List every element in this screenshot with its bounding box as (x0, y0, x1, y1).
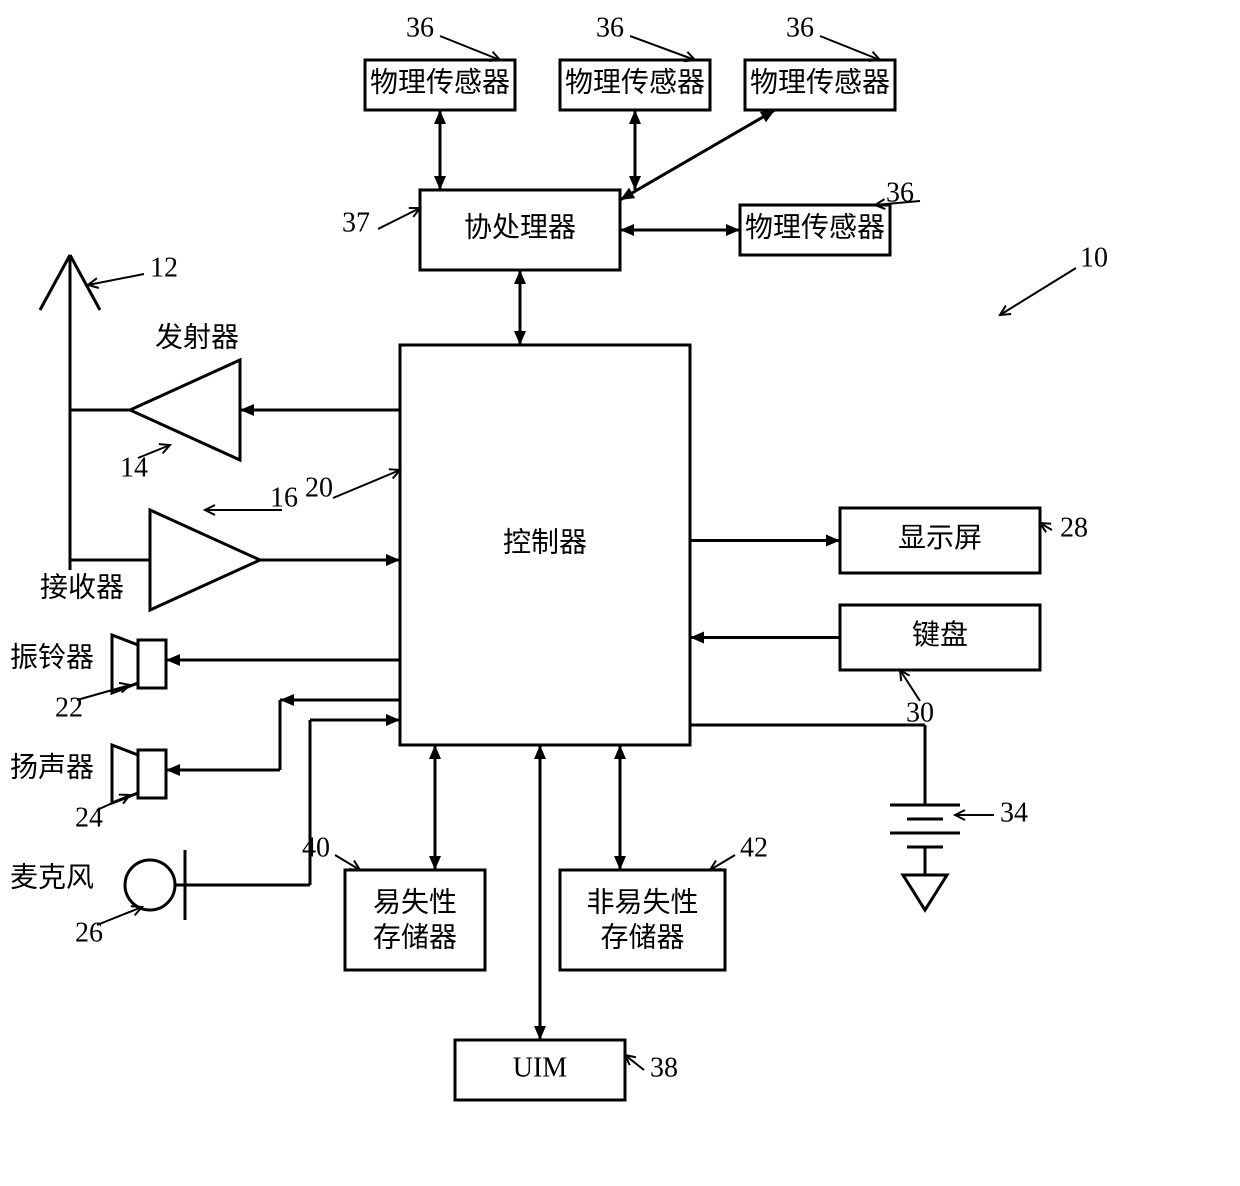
ref-12: 12 (150, 252, 178, 283)
nonvolatile-mem-l2: 存储器 (600, 921, 684, 953)
sensor-label-3: 物理传感器 (745, 211, 885, 243)
ref-28: 28 (1060, 512, 1088, 543)
speaker-label: 扬声器 (10, 751, 94, 783)
microphone-label: 麦克风 (10, 861, 94, 893)
display-label: 显示屏 (898, 523, 982, 554)
transmitter-icon (130, 360, 240, 460)
keyboard-label: 键盘 (912, 619, 968, 651)
ref-20: 20 (305, 472, 333, 503)
ground-icon (903, 875, 947, 910)
ref-42: 42 (740, 832, 768, 863)
transmitter-label: 发射器 (155, 321, 239, 353)
nonvolatile-mem-box (560, 870, 725, 970)
volatile-mem-l2: 存储器 (373, 921, 457, 953)
ref-22: 22 (55, 692, 83, 723)
ref-36-1: 36 (596, 12, 624, 43)
ref-38: 38 (650, 1052, 678, 1083)
controller-label: 控制器 (503, 526, 587, 558)
ringer-label: 振铃器 (10, 641, 94, 673)
receiver-label: 接收器 (40, 571, 124, 603)
ringer-body (138, 640, 166, 688)
volatile-mem-l1: 易失性 (373, 886, 457, 918)
volatile-mem-box (345, 870, 485, 970)
ref-36-2: 36 (786, 12, 814, 43)
nonvolatile-mem-l1: 非易失性 (586, 886, 698, 918)
microphone-icon (125, 860, 175, 910)
uim-label: UIM (513, 1052, 568, 1083)
ref-14: 14 (120, 452, 148, 483)
coprocessor-label: 协处理器 (464, 211, 576, 243)
sensor-label-0: 物理传感器 (370, 66, 510, 98)
ref-37: 37 (342, 207, 370, 238)
speaker-body (138, 750, 166, 798)
sensor-label-2: 物理传感器 (750, 66, 890, 98)
ref-40: 40 (302, 832, 330, 863)
ref-36-0: 36 (406, 12, 434, 43)
ref-10: 10 (1080, 242, 1108, 273)
ref-16: 16 (270, 482, 298, 513)
ref-34: 34 (1000, 797, 1028, 828)
sensor-label-1: 物理传感器 (565, 66, 705, 98)
receiver-icon (150, 510, 260, 610)
ref-26: 26 (75, 917, 103, 948)
ref-24: 24 (75, 802, 103, 833)
